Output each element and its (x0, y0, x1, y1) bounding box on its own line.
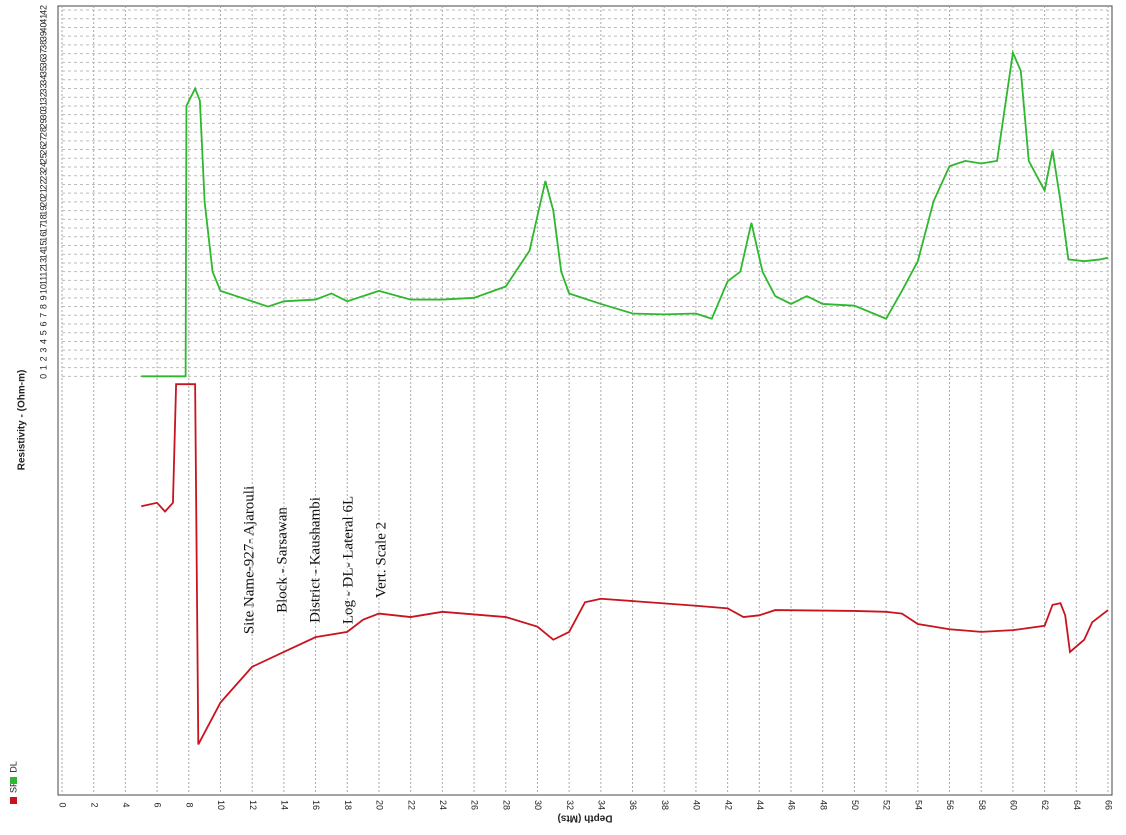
y-tick-label: 16 (38, 232, 48, 242)
y-tick-label: 8 (38, 304, 48, 309)
x-tick-label: 12 (248, 800, 258, 810)
y-tick-label: 3 (38, 348, 48, 353)
x-tick-label: 66 (1104, 800, 1114, 810)
y-tick-label: 30 (38, 110, 48, 120)
x-tick-label: 42 (723, 800, 733, 810)
y-tick-label: 17 (38, 223, 48, 233)
y-tick-label: 41 (38, 14, 48, 24)
y-tick-label: 31 (38, 101, 48, 111)
y-tick-label: 40 (38, 22, 48, 32)
series-line (141, 383, 1109, 745)
x-tick-label: 64 (1072, 800, 1082, 810)
annotation: Vert. Scale 2 (373, 522, 389, 598)
x-tick-label: 22 (406, 800, 416, 810)
x-tick-label: 60 (1009, 800, 1019, 810)
y-tick-label: 28 (38, 127, 48, 137)
x-tick-label: 16 (311, 800, 321, 810)
y-tick-label: 20 (38, 197, 48, 207)
x-tick-label: 48 (818, 800, 828, 810)
y-tick-label: 24 (38, 162, 48, 172)
legend-swatch (10, 777, 17, 784)
x-tick-label: 6 (153, 802, 163, 807)
y-axis-label: Resistivity - (Ohm-m) (17, 370, 28, 471)
y-tick-label: 36 (38, 57, 48, 67)
x-tick-label: 26 (470, 800, 480, 810)
y-tick-label: 5 (38, 330, 48, 335)
y-tick-label: 15 (38, 240, 48, 250)
y-tick-label: 39 (38, 31, 48, 41)
y-tick-label: 12 (38, 267, 48, 277)
y-tick-label: 19 (38, 206, 48, 216)
y-tick-label: 1 (38, 365, 48, 370)
y-tick-label: 37 (38, 49, 48, 59)
x-tick-label: 14 (280, 800, 290, 810)
x-tick-label: 44 (755, 800, 765, 810)
y-tick-label: 2 (38, 356, 48, 361)
x-tick-label: 30 (533, 800, 543, 810)
x-tick-label: 10 (216, 800, 226, 810)
x-tick-label: 34 (596, 800, 606, 810)
y-tick-label: 11 (38, 276, 48, 285)
y-tick-label: 14 (38, 249, 48, 259)
annotation: District - Kaushambi (307, 497, 323, 623)
x-tick-label: 2 (89, 802, 99, 807)
y-tick-label: 23 (38, 171, 48, 181)
x-tick-label: 4 (121, 802, 131, 807)
y-tick-label: 29 (38, 118, 48, 128)
x-tick-label: 24 (438, 800, 448, 810)
x-tick-label: 56 (945, 800, 955, 810)
x-tick-label: 58 (977, 800, 987, 810)
x-tick-label: 28 (501, 800, 511, 810)
y-tick-label: 0 (38, 374, 48, 379)
y-tick-label: 33 (38, 83, 48, 93)
y-tick-label: 32 (38, 92, 48, 102)
legend-label: SP (8, 781, 18, 793)
x-tick-label: 46 (787, 800, 797, 810)
y-tick-label: 22 (38, 179, 48, 189)
y-tick-label: 26 (38, 145, 48, 155)
plot-frame (57, 5, 1113, 796)
x-tick-label: 40 (692, 800, 702, 810)
series-line (141, 49, 1109, 378)
x-tick-label: 32 (565, 800, 575, 810)
x-tick-label: 0 (58, 802, 68, 807)
y-tick-label: 38 (38, 40, 48, 50)
y-tick-label: 9 (38, 295, 48, 300)
y-tick-label: 18 (38, 214, 48, 224)
annotation: Block - Sarsawan (274, 507, 290, 613)
x-tick-label: 36 (628, 800, 638, 810)
y-tick-label: 27 (38, 136, 48, 146)
y-tick-label: 42 (38, 5, 48, 15)
legend-label: DL (8, 761, 18, 773)
y-tick-label: 35 (38, 66, 48, 76)
legend-swatch (10, 797, 17, 804)
annotation: Site Name-927- Ajarouli (241, 486, 257, 634)
x-tick-label: 38 (660, 800, 670, 810)
y-tick-label: 34 (38, 75, 48, 85)
x-tick-label: 20 (375, 800, 385, 810)
y-tick-label: 21 (38, 188, 48, 198)
x-axis-label: Depth (Mts) (558, 812, 613, 823)
annotation: Log - DL- Lateral 6L (340, 496, 356, 624)
y-tick-label: 7 (38, 313, 48, 318)
y-tick-label: 10 (38, 284, 48, 294)
x-tick-label: 54 (913, 800, 923, 810)
y-tick-label: 25 (38, 153, 48, 163)
y-tick-label: 4 (38, 339, 48, 344)
y-tick-label: 13 (38, 258, 48, 268)
y-tick-label: 6 (38, 321, 48, 326)
x-tick-label: 8 (184, 802, 194, 807)
x-tick-label: 18 (343, 800, 353, 810)
x-tick-label: 50 (850, 800, 860, 810)
x-tick-label: 52 (882, 800, 892, 810)
x-tick-label: 62 (1040, 800, 1050, 810)
